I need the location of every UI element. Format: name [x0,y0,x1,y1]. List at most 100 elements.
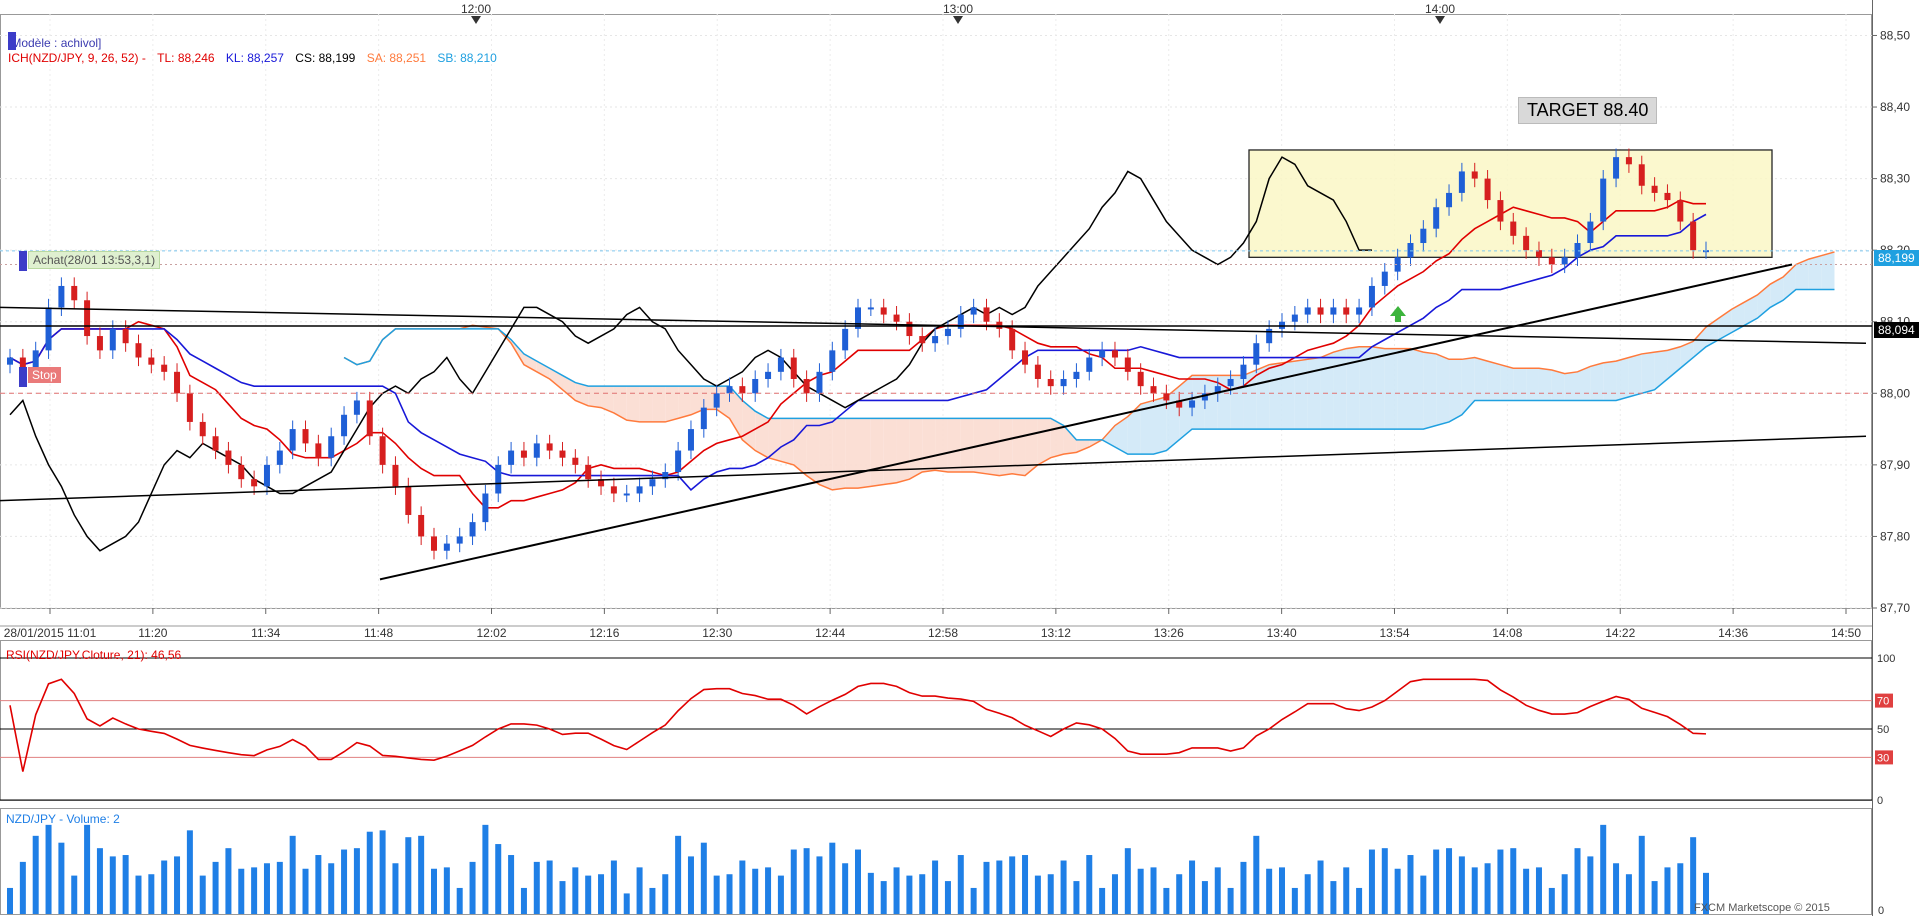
volume-bar [649,887,656,914]
rsi-level-label: 70 [1877,696,1889,708]
candle-body [212,436,219,451]
rsi-level-badge [1875,651,1893,665]
volume-bar [1510,848,1517,914]
volume-bar [855,849,861,914]
volume-bar [687,856,694,914]
current-price-badge: 88,199 [1874,250,1919,266]
candle-body [662,472,669,480]
volume-bar [944,881,951,914]
candle-body [148,357,155,365]
stop-order-tag[interactable]: Stop [28,367,61,383]
y-tick-label: 87,70 [1880,601,1910,615]
candle-body [752,378,759,394]
candle-body [687,429,694,451]
candle-body [1625,157,1632,165]
candle-body [1471,171,1478,179]
candle-body [1381,271,1388,286]
volume-bar [1073,881,1080,914]
ichimoku-cloud [1461,357,1475,415]
ichimoku-cloud [1500,364,1514,401]
ichimoku-cloud [960,418,974,473]
senkou-b-line [343,288,1835,455]
volume-bar [1176,874,1183,914]
volume-bar [675,835,682,914]
volume-bar [559,881,566,914]
stop-order-handle[interactable] [19,367,27,387]
support-trendline-low [0,435,1867,502]
ichimoku-cloud [1744,294,1758,326]
ichimoku-cloud [922,418,936,473]
candle-body [1240,364,1247,379]
rsi-level-label: 100 [1877,653,1895,665]
volume-bar [495,844,502,914]
volume-label: NZD/JPY - Volume: 2 [6,812,120,826]
ichimoku-cloud [986,418,1000,476]
volume-bar [443,867,450,914]
buy-order-handle[interactable] [19,251,27,271]
volume-bar [353,848,360,914]
watermark-text: FXCM Marketscope © 2015 [1694,902,1830,914]
volume-bar [1227,887,1234,914]
candle-body [1690,221,1697,251]
volume-bar [1330,881,1337,914]
volume-bar [867,872,874,914]
volume-bar [726,874,733,914]
volume-bar [1574,848,1581,914]
candle-body [45,307,52,351]
candle-body [96,336,103,351]
volume-bar [7,887,13,914]
volume-bar [174,856,181,914]
candle-body [1034,364,1041,379]
volume-bar [1458,856,1465,914]
volume-bar [263,863,270,914]
volume-bar [880,881,887,914]
volume-bar [45,824,52,914]
candle-body [713,393,720,408]
volume-bar [1368,849,1375,914]
ichimoku-cloud [1179,375,1193,440]
volume-bar [1124,848,1131,914]
candle-body [1009,328,1016,351]
candle-body [1111,350,1118,358]
x-tick-label: 13:26 [1154,626,1184,640]
ichimoku-cloud [562,375,576,401]
candle-body [1446,192,1453,208]
candle-body [944,328,951,337]
ichimoku-cloud [729,386,743,440]
volume-bar [1317,860,1324,914]
volume-bar [1240,861,1247,914]
model-handle[interactable] [8,32,16,50]
ichimoku-cloud [1654,350,1668,390]
ichimoku-cloud [1114,416,1128,455]
volume-bar [765,867,772,914]
candle-body [1266,328,1273,344]
volume-bar [533,861,540,914]
top-time-label: 13:00 [943,2,973,16]
candle-body [919,336,926,344]
volume-bar [1009,856,1016,914]
candle-body [1330,307,1337,315]
candle-body [418,514,425,537]
buy-order-tag[interactable]: Achat(28/01 13:53,3,1) [28,251,161,269]
candle-body [1458,171,1465,193]
ichimoku-cloud [1808,255,1822,290]
ichimoku-cloud [780,418,794,465]
candle-body [495,464,502,494]
ichimoku-cloud [896,418,910,483]
candle-body [392,464,399,487]
ichimoku-cloud [523,353,537,372]
candle-body [1073,371,1080,379]
ichimoku-cloud [755,411,769,458]
candle-body [1356,307,1363,315]
volume-bar [598,874,605,914]
ichimoku-cloud [768,418,781,462]
volume-bar [1446,848,1453,914]
volume-bar [700,842,707,914]
candle-body [829,350,836,372]
candle-body [1343,307,1350,315]
volume-bar [713,875,720,914]
candle-body [225,450,232,465]
x-tick-label: 11:34 [251,626,280,640]
candle-body [174,371,181,394]
candle-body [983,307,990,322]
